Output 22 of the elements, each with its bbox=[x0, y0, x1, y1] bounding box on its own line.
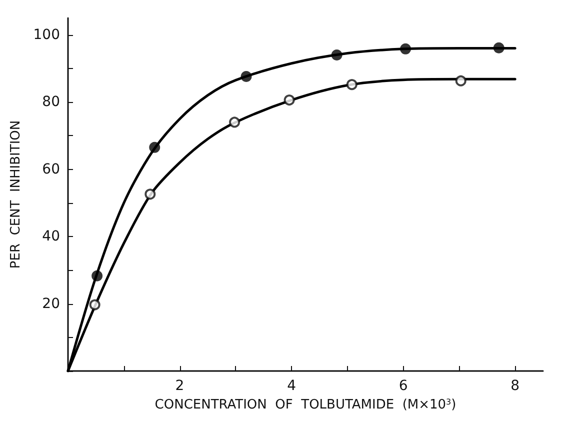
point bbox=[331, 49, 342, 60]
y-tick-label: 60 bbox=[42, 161, 60, 178]
x-tick-label: 6 bbox=[398, 378, 408, 394]
point bbox=[493, 42, 504, 54]
point bbox=[240, 71, 252, 82]
point bbox=[229, 116, 240, 128]
y-tick-label: 20 bbox=[42, 296, 60, 312]
x-tick-label: 4 bbox=[287, 378, 296, 394]
y-tick-label: 40 bbox=[42, 228, 60, 245]
point bbox=[455, 75, 466, 86]
point bbox=[89, 299, 100, 310]
point bbox=[346, 79, 358, 90]
x-tick-label: 2 bbox=[175, 378, 184, 394]
point bbox=[284, 94, 295, 106]
x-tick-label: 8 bbox=[510, 378, 520, 394]
point bbox=[149, 142, 160, 153]
y-tick-label: 100 bbox=[33, 26, 60, 43]
point bbox=[92, 270, 103, 282]
y-tick-label: 80 bbox=[42, 94, 60, 110]
point bbox=[400, 43, 412, 54]
point bbox=[144, 188, 156, 200]
y-axis-title: PER CENT INHIBITION bbox=[8, 120, 24, 269]
